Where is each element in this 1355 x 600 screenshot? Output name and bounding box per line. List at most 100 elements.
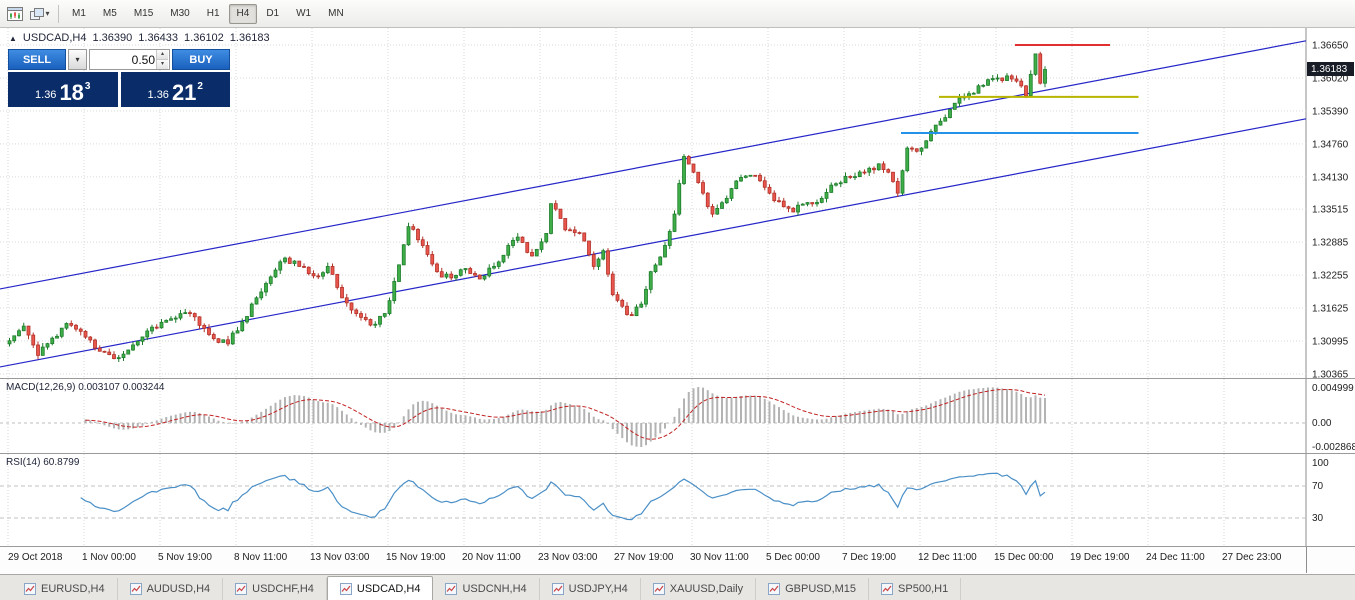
chart-tab-icon — [129, 583, 142, 595]
svg-text:1.35390: 1.35390 — [1312, 106, 1349, 117]
time-label: 15 Dec 00:00 — [994, 552, 1054, 563]
caret-down-icon: ▾ — [45, 9, 50, 18]
tab-eurusd-h4[interactable]: EURUSD,H4 — [12, 578, 118, 600]
time-label: 7 Dec 19:00 — [842, 552, 896, 563]
chart-window-icon — [7, 6, 23, 21]
chart-tab-icon — [652, 583, 665, 595]
rsi-panel[interactable]: 100 70 30 RSI(14) 60.8799 — [0, 454, 1355, 547]
current-price-badge: 1.36183 — [1307, 62, 1354, 77]
spin-down-icon[interactable]: ▾ — [157, 59, 168, 69]
tab-usdjpy-h4[interactable]: USDJPY,H4 — [540, 578, 641, 600]
time-label: 8 Nov 11:00 — [234, 552, 288, 563]
svg-text:1.33515: 1.33515 — [1312, 205, 1349, 216]
tab-usdcad-h4[interactable]: USDCAD,H4 — [326, 576, 434, 600]
chart-tab-label: AUDUSD,H4 — [146, 583, 211, 595]
time-axis[interactable]: 29 Oct 2018 1 Nov 00:00 5 Nov 19:00 8 Nov 1… — [0, 547, 1355, 573]
chart-tab-icon — [339, 582, 352, 595]
sell-price[interactable]: 1.36 18 3 — [8, 72, 118, 107]
chart-tab-label: SP500,H1 — [898, 583, 949, 595]
chart-tabbar: EURUSD,H4 AUDUSD,H4 USDCHF,H4 USDCAD,H4 — [0, 574, 1355, 600]
time-label: 13 Nov 03:00 — [310, 552, 370, 563]
sell-price-prefix: 1.36 — [35, 89, 57, 101]
time-label: 5 Nov 19:00 — [158, 552, 212, 563]
chart-tab-label: USDJPY,H4 — [568, 583, 628, 595]
sell-button[interactable]: SELL — [8, 49, 66, 70]
timeframe-button-h4[interactable]: H4 — [228, 3, 258, 24]
timeframe-button-h1[interactable]: H1 — [206, 8, 220, 19]
chart-tab-icon — [768, 583, 781, 595]
tab-gbpusd-m15[interactable]: GBPUSD,M15 — [756, 578, 870, 600]
chart-tab-label: USDCHF,H4 — [252, 583, 314, 595]
svg-text:1.36020: 1.36020 — [1312, 73, 1349, 84]
chart-tab-icon — [881, 583, 894, 595]
timeframe-button-m5[interactable]: M5 — [102, 8, 117, 19]
svg-text:1.34130: 1.34130 — [1312, 172, 1349, 183]
svg-text:100: 100 — [1312, 458, 1329, 469]
toolbar-separator — [58, 4, 59, 23]
chart-area: 1.36650 1.36020 1.35390 1.34760 1.34130 1.335… — [0, 28, 1355, 574]
macd-canvas[interactable]: 0.004999 0.00 -0.002868 — [0, 379, 1355, 453]
svg-text:-0.002868: -0.002868 — [1312, 442, 1355, 453]
macd-label: MACD(12,26,9) 0.003107 0.003244 — [6, 382, 165, 393]
chart-tab-label: GBPUSD,M15 — [785, 583, 857, 595]
svg-text:1.32255: 1.32255 — [1312, 271, 1349, 282]
ohlc-high: 1.36433 — [138, 32, 179, 44]
svg-text:30: 30 — [1312, 513, 1324, 524]
timeframe-button-w1[interactable]: W1 — [296, 8, 312, 19]
time-label: 1 Nov 00:00 — [82, 552, 136, 563]
price-chart-canvas[interactable]: 1.36650 1.36020 1.35390 1.34760 1.34130 1.335… — [0, 28, 1355, 378]
one-click-trading-panel: SELL ▾ 0.50 ▴ ▾ BUY 1.36 — [8, 49, 230, 107]
tab-sp500-h1[interactable]: SP500,H1 — [869, 578, 962, 600]
macd-panel[interactable]: 0.004999 0.00 -0.002868 MACD(12,26,9) 0.00… — [0, 379, 1355, 454]
symbol-ohlc-label: ▲ USDCAD,H4 1.36390 1.36433 1.36102 1.36… — [9, 32, 270, 44]
tab-audusd-h4[interactable]: AUDUSD,H4 — [118, 578, 224, 600]
price-chart-panel[interactable]: 1.36650 1.36020 1.35390 1.34760 1.34130 1.335… — [0, 28, 1355, 379]
buy-price-prefix: 1.36 — [147, 89, 169, 101]
symbol-up-marker-icon: ▲ — [9, 33, 17, 43]
caret-down-icon: ▾ — [75, 55, 80, 64]
tab-xauusd-daily[interactable]: XAUUSD,Daily — [641, 578, 757, 600]
timeframe-button-d1[interactable]: D1 — [266, 8, 280, 19]
volume-spinner[interactable]: ▴ ▾ — [156, 50, 168, 69]
chart-tab-icon — [24, 583, 36, 595]
time-label: 29 Oct 2018 — [8, 552, 63, 563]
ohlc-low: 1.36102 — [184, 32, 224, 44]
time-label: 12 Dec 11:00 — [918, 552, 977, 563]
ohlc-open: 1.36390 — [92, 32, 133, 44]
chart-profiles-button[interactable]: ▾ — [28, 3, 52, 25]
volume-input[interactable]: 0.50 ▴ ▾ — [89, 49, 170, 70]
volume-dropdown-button[interactable]: ▾ — [68, 49, 87, 70]
timeframe-button-m30[interactable]: M30 — [170, 8, 190, 19]
time-label: 15 Nov 19:00 — [386, 552, 446, 563]
svg-text:1.30365: 1.30365 — [1312, 370, 1349, 379]
chart-tab-label: USDCAD,H4 — [356, 582, 421, 595]
rsi-canvas[interactable]: 100 70 30 — [0, 454, 1355, 546]
time-label: 27 Nov 19:00 — [614, 552, 674, 563]
symbol-name: USDCAD,H4 — [22, 32, 87, 44]
timeframe-button-m1[interactable]: M1 — [72, 8, 86, 19]
svg-text:1.34760: 1.34760 — [1312, 139, 1349, 150]
layers-icon — [30, 7, 45, 20]
svg-text:1.32885: 1.32885 — [1312, 238, 1349, 249]
buy-price[interactable]: 1.36 21 2 — [120, 72, 230, 107]
svg-text:1.31625: 1.31625 — [1312, 304, 1349, 315]
svg-text:1.36650: 1.36650 — [1312, 41, 1349, 52]
time-label: 23 Nov 03:00 — [538, 552, 598, 563]
chart-tab-label: USDCNH,H4 — [462, 583, 527, 595]
ohlc-close: 1.36183 — [229, 32, 270, 44]
chart-tab-icon — [445, 583, 458, 595]
timeframe-buttons: M1 M5 M15 M30 H1 H4 D1 W1 MN — [64, 3, 352, 24]
timeframe-button-m15[interactable]: M15 — [133, 8, 154, 19]
chart-tab-label: EURUSD,H4 — [41, 583, 105, 595]
tab-usdchf-h4[interactable]: USDCHF,H4 — [223, 578, 327, 600]
sell-price-big: 18 — [59, 80, 84, 106]
spin-up-icon[interactable]: ▴ — [157, 50, 168, 59]
time-label: 5 Dec 00:00 — [766, 552, 820, 563]
chart-tab-icon — [235, 583, 248, 595]
tab-usdcnh-h4[interactable]: USDCNH,H4 — [433, 578, 540, 600]
svg-text:0.004999: 0.004999 — [1312, 383, 1354, 394]
buy-button[interactable]: BUY — [172, 49, 230, 70]
new-chart-icon[interactable] — [3, 3, 27, 25]
timeframe-button-mn[interactable]: MN — [328, 8, 344, 19]
